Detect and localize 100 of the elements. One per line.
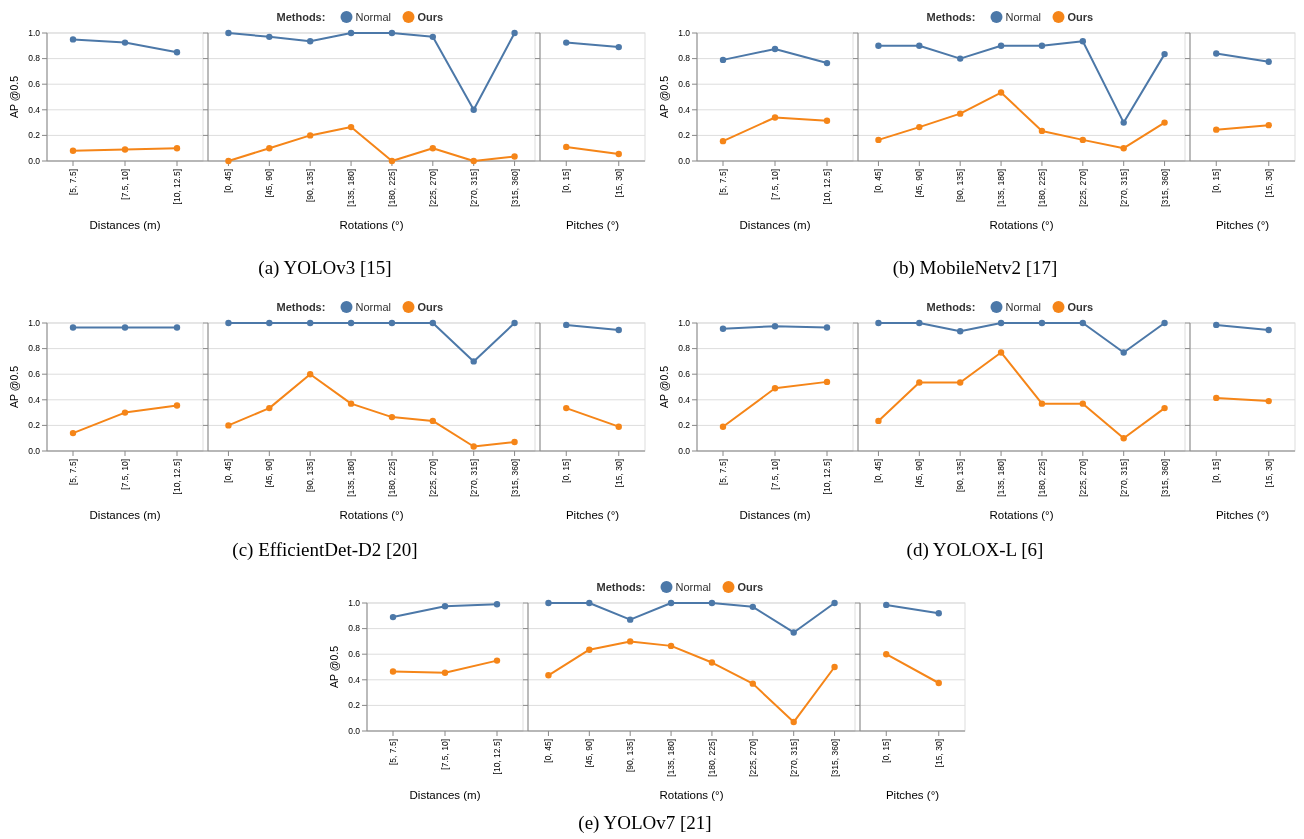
point xyxy=(875,417,882,425)
y-tick-label: 0.2 xyxy=(348,700,361,711)
x-tick-label: [180, 225] xyxy=(1036,169,1047,207)
y-tick-label: 0.8 xyxy=(28,343,41,354)
point xyxy=(1079,319,1087,327)
x-tick-label: [10, 12.5] xyxy=(172,459,182,495)
point xyxy=(388,29,396,37)
point xyxy=(441,669,449,676)
point xyxy=(615,326,622,334)
point xyxy=(225,29,232,37)
y-tick-label: 0.2 xyxy=(28,130,41,141)
point xyxy=(823,59,831,67)
point xyxy=(1120,145,1127,152)
point xyxy=(1120,349,1127,356)
point xyxy=(1161,119,1168,126)
y-tick-label: 1.0 xyxy=(678,317,691,328)
legend-label: Ours xyxy=(737,580,764,593)
point xyxy=(511,438,518,446)
y-tick-label: 0.0 xyxy=(28,445,41,456)
x-tick-label: [315, 360] xyxy=(509,169,520,207)
x-tick-label: [45, 90] xyxy=(914,459,925,488)
point xyxy=(719,56,727,64)
x-tick-label: [270, 315] xyxy=(1118,169,1129,207)
point xyxy=(615,423,622,430)
point xyxy=(708,599,716,607)
x-tick-label: [10, 12.5] xyxy=(822,169,832,205)
point xyxy=(1213,321,1220,329)
point xyxy=(306,132,314,139)
y-tick-label: 0.6 xyxy=(348,648,361,659)
x-tick-label: [45, 90] xyxy=(914,169,925,198)
point xyxy=(173,49,181,56)
point xyxy=(771,114,779,121)
x-tick-label: [180, 225] xyxy=(386,459,397,497)
point xyxy=(997,42,1005,49)
point xyxy=(771,385,779,392)
x-tick-label: [315, 360] xyxy=(509,459,520,497)
point xyxy=(771,45,779,53)
point xyxy=(470,358,477,365)
y-tick-label: 0.8 xyxy=(678,343,691,354)
point xyxy=(719,423,727,430)
point xyxy=(1213,126,1220,133)
point xyxy=(389,613,397,621)
point xyxy=(875,42,882,49)
x-tick-label: [315, 360] xyxy=(1159,459,1170,497)
x-axis-title: Rotations (°) xyxy=(989,219,1054,231)
x-tick-label: [0, 45] xyxy=(873,459,884,483)
x-tick-label: [270, 315] xyxy=(788,739,799,777)
point xyxy=(749,680,757,687)
point xyxy=(347,29,355,37)
x-axis-title: Distances (m) xyxy=(409,789,481,801)
x-tick-label: [90, 135] xyxy=(955,169,966,203)
x-tick-label: [135, 180] xyxy=(996,459,1007,497)
y-axis-title: AP @0.5 xyxy=(328,645,340,688)
point xyxy=(563,321,570,329)
point xyxy=(347,319,355,327)
y-tick-label: 0.2 xyxy=(28,420,41,431)
y-tick-label: 0.0 xyxy=(678,155,691,166)
point xyxy=(121,146,129,153)
point xyxy=(388,413,396,421)
x-tick-label: [0, 45] xyxy=(223,169,234,193)
legend-title: Methods: xyxy=(926,10,976,23)
point xyxy=(388,319,396,327)
point xyxy=(429,319,437,327)
point xyxy=(790,629,797,636)
point xyxy=(935,610,942,617)
x-axis-title: Pitches (°) xyxy=(1215,219,1270,231)
point xyxy=(1079,400,1087,407)
x-tick-label: [0, 45] xyxy=(223,459,234,483)
x-tick-label: [5, 7.5] xyxy=(68,459,78,485)
x-tick-label: [0, 15] xyxy=(1211,459,1222,483)
y-axis-title: AP @0.5 xyxy=(8,75,20,118)
x-tick-label: [15, 30] xyxy=(1263,169,1274,198)
x-tick-label: [15, 30] xyxy=(1263,459,1274,488)
point xyxy=(563,39,570,46)
point xyxy=(956,110,964,117)
y-tick-label: 0.8 xyxy=(348,623,361,634)
y-tick-label: 0.4 xyxy=(348,674,361,685)
point xyxy=(719,325,727,332)
point xyxy=(545,672,552,679)
point xyxy=(916,319,923,327)
point xyxy=(1038,127,1046,135)
point xyxy=(875,319,882,327)
point xyxy=(586,599,593,607)
point xyxy=(916,42,923,49)
y-axis-title: AP @0.5 xyxy=(658,365,670,408)
point xyxy=(749,603,757,611)
y-tick-label: 1.0 xyxy=(28,317,41,328)
x-tick-label: [0, 15] xyxy=(881,739,892,763)
x-tick-label: [5, 7.5] xyxy=(388,739,398,765)
y-tick-label: 0.2 xyxy=(678,420,691,431)
point xyxy=(173,145,181,152)
legend-label: Normal xyxy=(1005,300,1041,313)
point xyxy=(997,319,1005,327)
x-axis-title: Rotations (°) xyxy=(339,509,404,521)
y-axis-title: AP @0.5 xyxy=(658,75,670,118)
text: (d) YOLOX-L [6] xyxy=(906,539,1044,561)
point xyxy=(511,29,518,37)
x-tick-label: [270, 315] xyxy=(468,169,479,207)
point xyxy=(956,328,964,335)
point xyxy=(429,145,437,152)
